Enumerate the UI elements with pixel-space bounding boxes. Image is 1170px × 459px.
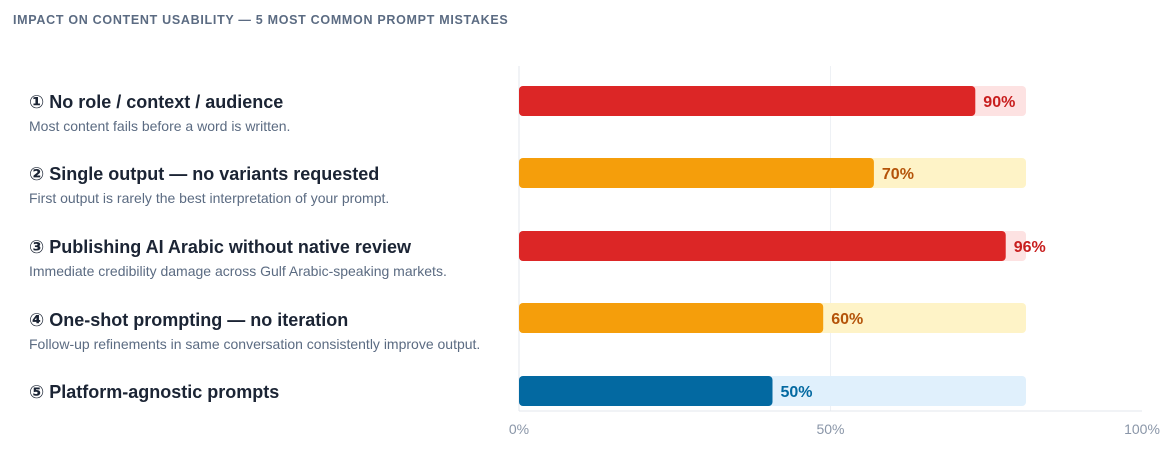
bar-value-label-1: 90% [983, 94, 1015, 111]
x-tick-label-2: 100% [1124, 421, 1160, 437]
row-label-1: ① No role / context / audience Most cont… [29, 91, 529, 135]
row-label-2: ② Single output — no variants requested … [29, 163, 529, 207]
bar-value-label-2: 70% [882, 166, 914, 183]
row-name: ② Single output — no variants requested [29, 164, 380, 184]
bar-value-label-5: 50% [781, 384, 813, 401]
row-label-3: ③ Publishing AI Arabic without native re… [29, 236, 529, 280]
row-description: Immediate credibility damage across Gulf… [29, 263, 447, 279]
bar-4 [519, 303, 824, 333]
row-description: Follow-up refinements in same conversati… [29, 336, 481, 352]
bar-value-label-4: 60% [831, 311, 863, 328]
bar-3 [519, 231, 1006, 261]
row-name: ④ One-shot prompting — no iteration [29, 310, 349, 330]
row-description: Most content fails before a word is writ… [29, 118, 291, 134]
row-name: ③ Publishing AI Arabic without native re… [29, 237, 411, 257]
x-tick-label-1: 50% [816, 421, 844, 437]
row-description: First output is rarely the best interpre… [29, 190, 390, 206]
bar-2 [519, 158, 874, 188]
x-tick-label-0: 0% [509, 421, 529, 437]
row-name: ① No role / context / audience [29, 92, 284, 112]
chart-title: IMPACT ON CONTENT USABILITY — 5 MOST COM… [13, 13, 509, 27]
row-name: ⑤ Platform-agnostic prompts [29, 382, 280, 402]
row-label-4: ④ One-shot prompting — no iteration Foll… [29, 309, 529, 353]
bar-5 [519, 376, 773, 406]
bar-1 [519, 86, 976, 116]
row-label-5: ⑤ Platform-agnostic prompts [29, 381, 529, 403]
bar-value-label-3: 96% [1014, 239, 1046, 256]
